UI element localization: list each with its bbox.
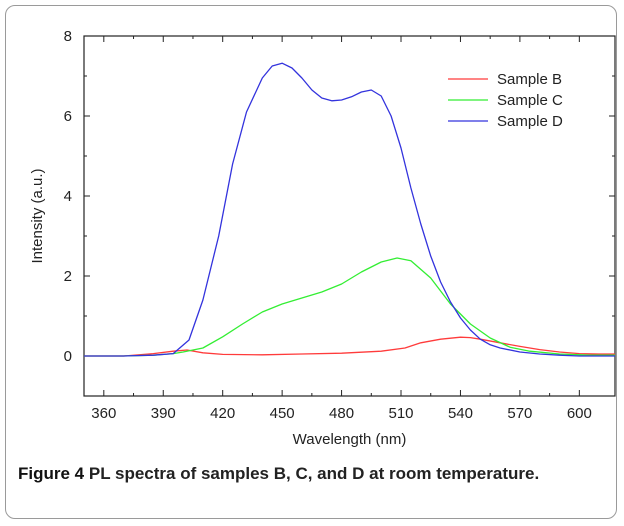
series-line-sample-c bbox=[84, 257, 615, 357]
series-line-sample-b bbox=[84, 336, 615, 357]
plot-frame bbox=[83, 35, 616, 397]
x-tick-label: 510 bbox=[388, 405, 413, 422]
y-axis-ticks: 0 2 4 6 8 bbox=[64, 28, 615, 397]
x-axis-ticks: 360 390 420 450 480 510 540 570 600 bbox=[91, 36, 592, 422]
x-tick-label: 420 bbox=[210, 405, 235, 422]
y-tick-label: 2 bbox=[64, 268, 72, 285]
legend: Sample B Sample C Sample D bbox=[448, 71, 563, 130]
x-axis-title: Wavelength (nm) bbox=[293, 431, 407, 448]
plot-area bbox=[83, 35, 616, 397]
x-tick-label: 600 bbox=[567, 405, 592, 422]
figure-frame bbox=[5, 5, 617, 519]
series-line-sample-d bbox=[84, 62, 615, 357]
legend-label-sample-c: Sample C bbox=[497, 92, 563, 109]
legend-label-sample-d: Sample D bbox=[497, 113, 563, 130]
x-tick-label: 390 bbox=[151, 405, 176, 422]
x-tick-label: 480 bbox=[329, 405, 354, 422]
figure-caption: Figure 4 PL spectra of samples B, C, and… bbox=[18, 462, 578, 486]
y-axis-title: Intensity (a.u.) bbox=[29, 168, 46, 263]
series-lines bbox=[84, 62, 615, 357]
y-tick-label: 6 bbox=[64, 108, 72, 125]
y-tick-label: 8 bbox=[64, 28, 72, 45]
x-tick-label: 450 bbox=[270, 405, 295, 422]
x-tick-label: 570 bbox=[507, 405, 532, 422]
x-tick-label: 540 bbox=[448, 405, 473, 422]
x-tick-label: 360 bbox=[91, 405, 116, 422]
legend-label-sample-b: Sample B bbox=[497, 71, 562, 88]
y-tick-label: 4 bbox=[64, 188, 72, 205]
caption-text: PL spectra of samples B, C, and D at roo… bbox=[88, 464, 540, 483]
pl-spectra-chart: 360 390 420 450 480 510 540 570 600 0 2 4 6 8 Wavele… bbox=[29, 28, 616, 448]
caption-label: Figure 4 bbox=[18, 464, 85, 483]
y-tick-label: 0 bbox=[64, 348, 72, 365]
